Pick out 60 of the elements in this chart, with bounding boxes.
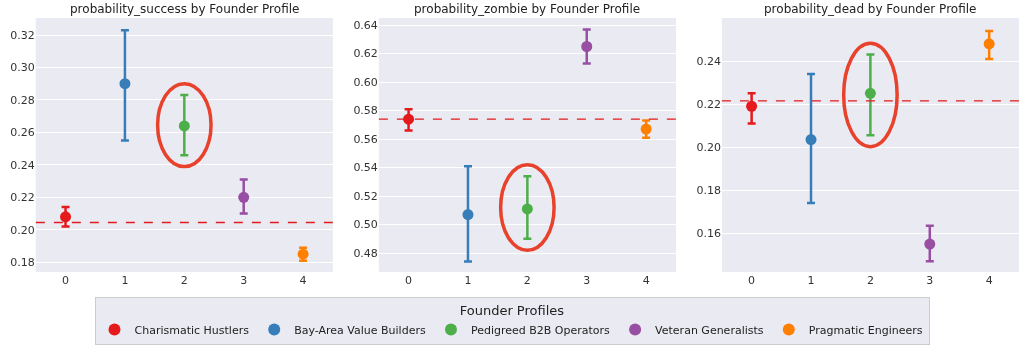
- y-tick-label: 0.24: [10, 158, 35, 172]
- y-tick-label: 0.24: [696, 54, 721, 68]
- legend-title: Founder Profiles: [459, 302, 565, 318]
- x-tick-label: 2: [180, 274, 188, 287]
- y-tick-label: 0.28: [10, 93, 35, 107]
- legend-label: Pedigreed B2B Operators: [470, 323, 611, 337]
- y-tick-label: 0.22: [10, 191, 35, 205]
- point: [403, 113, 415, 125]
- legend-label: Bay-Area Value Builders: [294, 323, 426, 337]
- point: [238, 191, 250, 203]
- y-tick-label: 0.62: [353, 47, 378, 61]
- x-tick-label: 3: [583, 274, 591, 287]
- x-tick-label: 2: [523, 274, 531, 287]
- x-tick-label: 4: [642, 274, 650, 287]
- chart-title: probability_dead by Founder Profile: [764, 2, 977, 16]
- point: [60, 211, 72, 223]
- x-tick-label: 2: [866, 274, 874, 287]
- y-tick-label: 0.16: [696, 227, 721, 241]
- y-tick-label: 0.32: [10, 28, 35, 42]
- x-tick-label: 4: [299, 274, 307, 287]
- x-tick-label: 1: [121, 274, 129, 287]
- x-tick-label: 3: [926, 274, 934, 287]
- y-tick-label: 0.20: [696, 141, 721, 154]
- point: [462, 209, 474, 221]
- y-tick-label: 0.18: [10, 256, 35, 270]
- point: [924, 238, 936, 250]
- x-tick-label: 1: [464, 274, 472, 287]
- y-tick-label: 0.56: [353, 132, 378, 146]
- y-tick-label: 0.18: [696, 184, 721, 198]
- point: [746, 100, 758, 112]
- point: [983, 38, 995, 50]
- y-tick-label: 0.30: [10, 61, 35, 75]
- y-tick-label: 0.52: [353, 189, 378, 203]
- y-tick-label: 0.20: [10, 223, 35, 237]
- y-tick-label: 0.60: [353, 75, 378, 89]
- chart-title: probability_zombie by Founder Profile: [414, 2, 641, 16]
- point: [521, 203, 533, 215]
- y-tick-label: 0.54: [353, 161, 378, 175]
- legend-label: Pragmatic Engineers: [808, 323, 923, 337]
- legend-label: Charismatic Hustlers: [134, 323, 250, 337]
- y-tick-label: 0.50: [353, 218, 378, 232]
- y-tick-label: 0.26: [10, 126, 35, 140]
- point: [640, 123, 652, 135]
- legend-label: Veteran Generalists: [655, 323, 764, 337]
- x-tick-label: 1: [807, 274, 815, 287]
- y-tick-label: 0.22: [696, 97, 721, 111]
- chart-title: probability_success by Founder Profile: [70, 2, 300, 16]
- y-tick-label: 0.58: [353, 104, 378, 118]
- y-tick-label: 0.64: [353, 18, 378, 32]
- x-tick-label: 0: [62, 274, 70, 287]
- x-tick-label: 0: [405, 274, 413, 287]
- x-tick-label: 4: [985, 274, 993, 287]
- y-tick-label: 0.48: [353, 246, 378, 260]
- point: [178, 120, 190, 132]
- x-tick-label: 0: [748, 274, 756, 287]
- point: [581, 40, 593, 52]
- x-tick-label: 3: [240, 274, 248, 287]
- point: [864, 87, 876, 99]
- point: [119, 78, 131, 90]
- point: [805, 134, 817, 146]
